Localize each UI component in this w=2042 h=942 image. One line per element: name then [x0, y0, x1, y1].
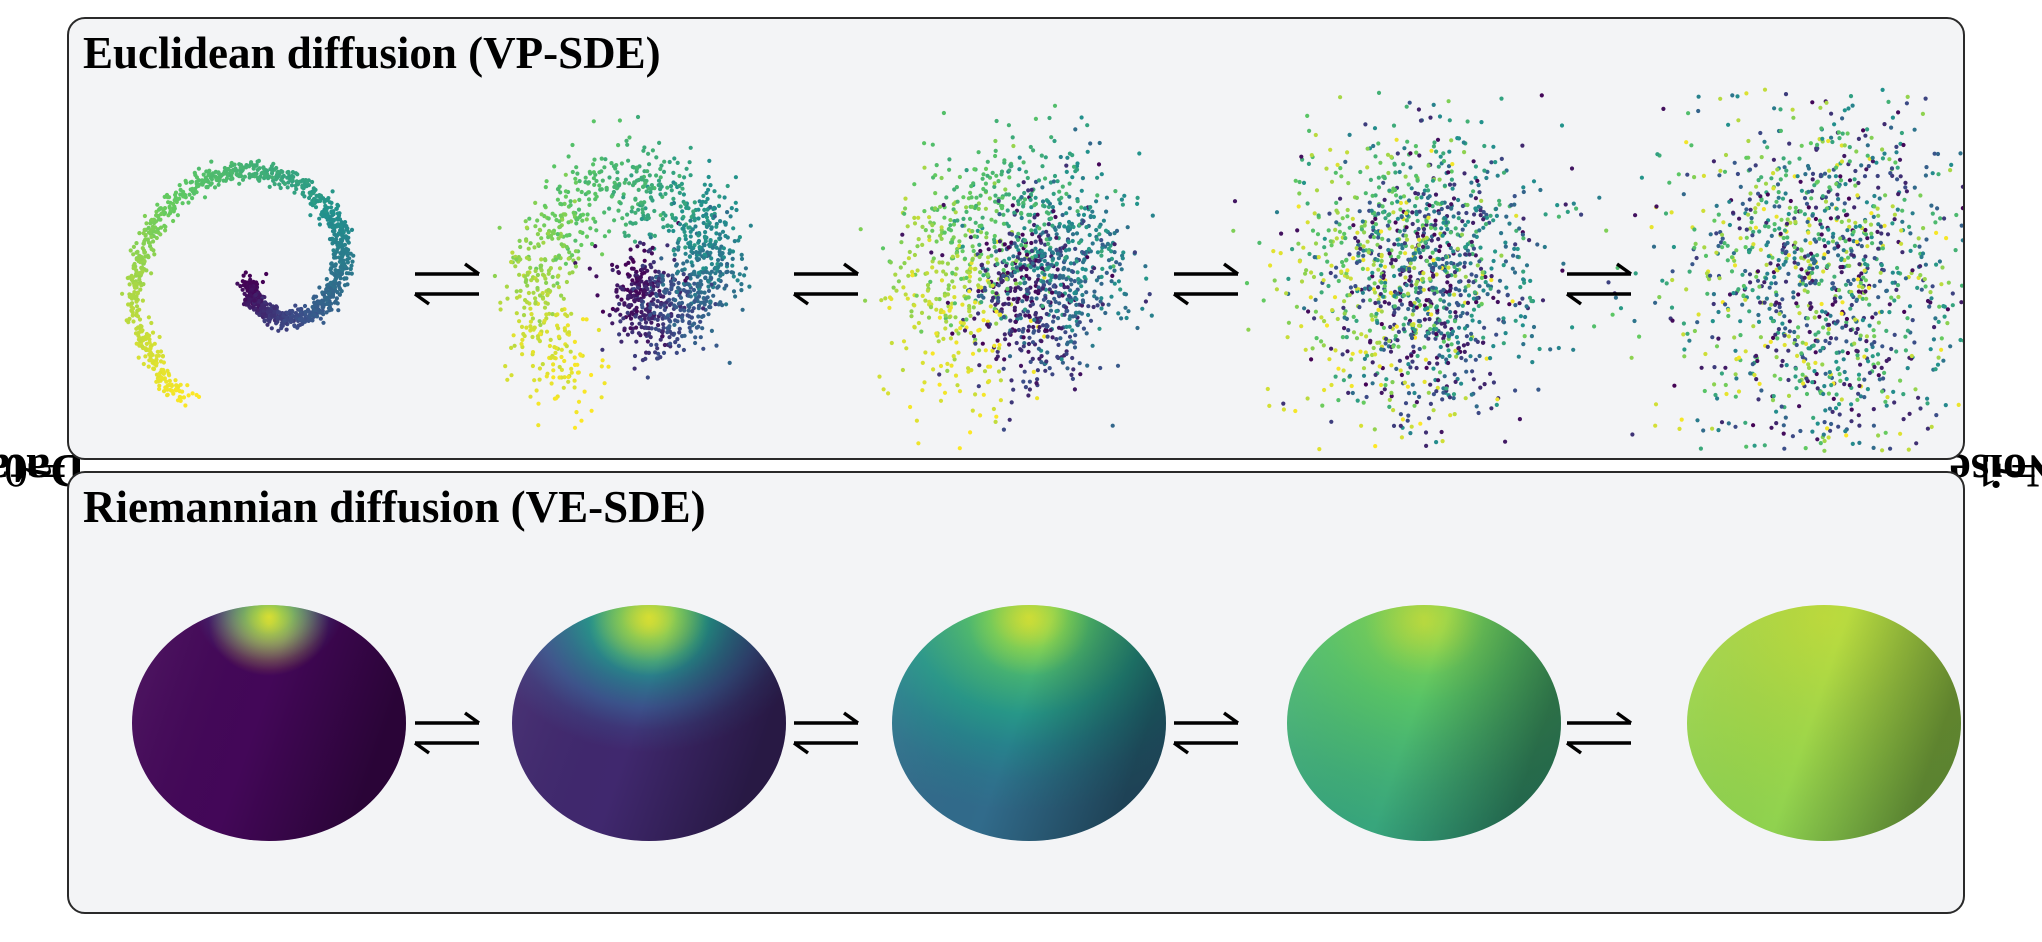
sphere-1 [132, 605, 406, 841]
riemannian-panel: Riemannian diffusion (VE-SDE) [67, 471, 1965, 914]
euclidean-title: Euclidean diffusion (VP-SDE) [83, 28, 661, 78]
point-cloud-5 [1569, 87, 1963, 453]
data-label-eq: = 0 [3, 444, 67, 498]
transition-arrow-3 [1172, 262, 1240, 306]
point-cloud-3 [858, 103, 1155, 451]
transition-arrow-1 [413, 262, 481, 306]
sphere-3 [892, 605, 1166, 841]
noise-axis-label: Noise t = 1 [1949, 0, 2042, 942]
riemannian-title: Riemannian diffusion (VE-SDE) [83, 482, 706, 532]
transition-arrow-4 [1565, 262, 1633, 306]
point-cloud-4 [1231, 90, 1617, 452]
euclidean-stages [120, 87, 1963, 453]
sphere-4 [1287, 605, 1561, 841]
sphere-2 [512, 605, 786, 841]
data-axis-label: Data t = 0 [0, 0, 84, 942]
transition-arrow-4 [1565, 711, 1633, 755]
point-cloud-2 [492, 114, 753, 430]
transition-arrow-2 [792, 262, 860, 306]
noise-label-eq: = 1 [1973, 444, 2037, 498]
euclidean-panel: Euclidean diffusion (VP-SDE) [67, 17, 1965, 460]
transition-arrow-2 [792, 711, 860, 755]
point-cloud-1 [120, 158, 356, 408]
transition-arrow-3 [1172, 711, 1240, 755]
riemannian-stages [132, 605, 1961, 841]
transition-arrow-1 [413, 711, 481, 755]
sphere-5 [1687, 605, 1961, 841]
